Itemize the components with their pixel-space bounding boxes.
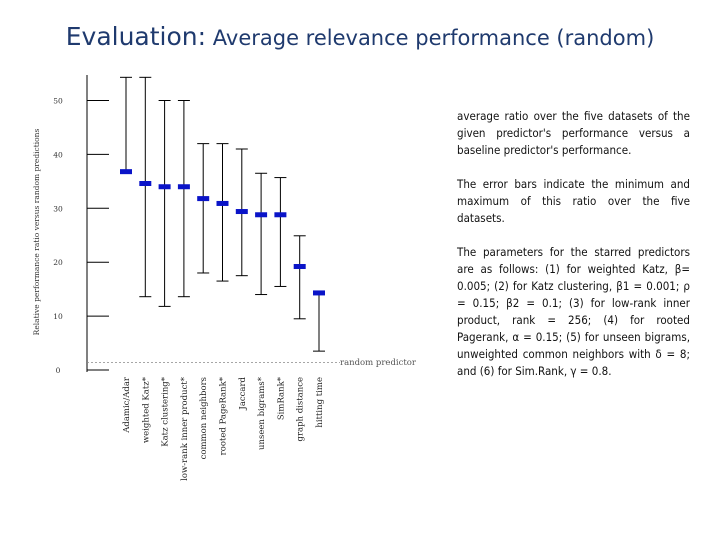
title-prefix: Evaluation: [65, 22, 207, 51]
description-paragraph-3: The parameters for the starred predictor… [457, 245, 690, 378]
mean-marker-6 [216, 200, 229, 206]
y-tick-label: 30 [53, 204, 63, 213]
mean-marker-10 [293, 264, 306, 270]
y-tick-label: 0 [56, 366, 61, 375]
category-label-6: rooted PageRank* [219, 376, 229, 455]
mean-marker-2 [139, 181, 152, 187]
description-paragraph-1: average ratio over the five datasets of … [457, 109, 690, 157]
mean-marker-4 [177, 184, 190, 190]
category-label-3: Katz clustering* [161, 376, 171, 446]
title-rest: Average relevance performance (random) [206, 26, 655, 50]
slide-title: Evaluation: Average relevance performanc… [0, 22, 720, 51]
category-label-9: SimRank* [276, 376, 286, 420]
category-label-5: common neighbors [199, 377, 209, 459]
mean-marker-5 [197, 196, 210, 202]
y-axis-label: Relative performance ratio versus random… [32, 129, 41, 336]
category-label-1: Adamic/Adar [122, 376, 132, 434]
category-label-8: unseen bigrams* [257, 376, 267, 450]
y-tick-label: 40 [53, 150, 63, 159]
mean-marker-3 [158, 184, 171, 190]
category-label-7: Jaccard [238, 376, 248, 410]
y-tick-label: 50 [53, 97, 63, 106]
y-tick-label: 20 [53, 258, 63, 267]
category-label-2: weighted Katz* [141, 376, 151, 443]
category-label-10: graph distance [296, 377, 306, 441]
category-label-11: hitting time [315, 377, 325, 428]
mean-marker-7 [235, 209, 248, 215]
performance-chart: 0 10 20 30 40 50 Relative performance ratio ve… [32, 75, 417, 481]
mean-marker-8 [255, 212, 268, 218]
mean-marker-9 [274, 212, 287, 218]
baseline-label: random predictor [340, 358, 417, 368]
y-tick-label: 10 [53, 312, 63, 321]
mean-marker-11 [313, 290, 325, 296]
category-label-4: low-rank inner product* [180, 376, 190, 481]
description-paragraph-2: The error bars indicate the minimum and … [457, 177, 690, 225]
mean-marker-1 [120, 169, 132, 175]
description-panel: average ratio over the five datasets of … [457, 108, 690, 397]
